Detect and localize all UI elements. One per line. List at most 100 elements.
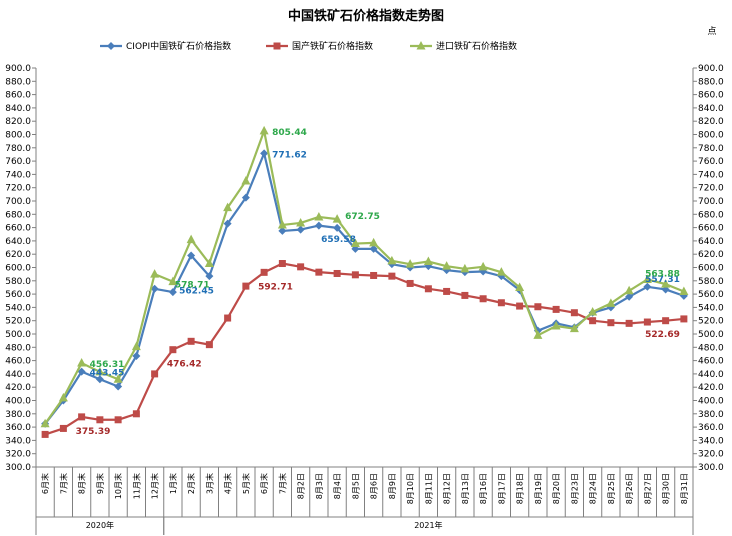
y-tick-label-left: 900.0 xyxy=(5,64,31,74)
series-point xyxy=(132,351,141,360)
data-label: 659.58 xyxy=(321,235,356,245)
series-point xyxy=(443,287,451,295)
series-point xyxy=(114,416,122,424)
data-label: 563.88 xyxy=(645,270,680,280)
legend-item: 进口铁矿石价格指数 xyxy=(410,40,517,52)
year-group-label: 2021年 xyxy=(414,520,442,530)
series-point xyxy=(59,424,67,432)
series-point xyxy=(405,259,415,268)
data-label: 456.31 xyxy=(90,360,125,370)
y-tick-label-right: 760.0 xyxy=(698,157,724,167)
series-point xyxy=(515,282,525,291)
legend-item: CIOPI中国铁矿石价格指数 xyxy=(100,40,231,52)
series-point xyxy=(150,269,160,278)
series-point xyxy=(552,305,560,313)
series-point xyxy=(314,211,324,221)
x-tick-label: 8月25日 xyxy=(607,473,616,504)
series-point xyxy=(41,430,49,438)
y-tick-label-left: 480.0 xyxy=(5,343,31,353)
y-tick-label-left: 380.0 xyxy=(5,410,31,420)
series-point xyxy=(551,321,561,330)
data-label: 592.71 xyxy=(258,282,293,292)
series-point xyxy=(260,149,269,158)
y-tick-label-right: 820.0 xyxy=(698,117,724,127)
series-point xyxy=(606,298,616,307)
series-point xyxy=(168,288,177,297)
x-tick-label: 8月31日 xyxy=(680,473,689,504)
y-tick-label-right: 360.0 xyxy=(698,423,724,433)
series-point xyxy=(478,261,488,271)
x-tick-label: 9月末 xyxy=(95,473,105,494)
series-point xyxy=(589,317,597,325)
unit-label: 点 xyxy=(707,26,716,37)
legend-label: 国产铁矿石价格指数 xyxy=(292,40,373,52)
x-tick-label: 8月6日 xyxy=(370,473,379,499)
y-tick-label-right: 380.0 xyxy=(698,410,724,420)
legend-label: CIOPI中国铁矿石价格指数 xyxy=(126,40,231,52)
series-point xyxy=(95,375,104,384)
series-point xyxy=(679,286,689,296)
series-point xyxy=(223,219,232,228)
x-tick-label: 12月末 xyxy=(150,473,160,499)
series-point xyxy=(624,285,634,295)
y-tick-label-left: 400.0 xyxy=(5,397,31,407)
series-point xyxy=(242,282,250,290)
y-tick-label-left: 420.0 xyxy=(5,383,31,393)
y-tick-label-right: 720.0 xyxy=(698,184,724,194)
series-point xyxy=(58,392,68,402)
x-tick-label: 8月16日 xyxy=(479,473,488,504)
plot-area: 443.45 562.45 771.62 659.58 557.31 375.39 476.… xyxy=(40,125,689,438)
series-point xyxy=(496,267,506,276)
y-tick-label-left: 740.0 xyxy=(5,170,31,180)
series-point xyxy=(643,318,651,326)
chart-legend: CIOPI中国铁矿石价格指数 国产铁矿石价格指数 进口铁矿石价格指数 xyxy=(100,40,517,52)
y-tick-label-left: 780.0 xyxy=(5,144,31,154)
series-point xyxy=(680,315,688,323)
y-tick-label-left: 720.0 xyxy=(5,184,31,194)
x-tick-label: 8月9日 xyxy=(388,473,397,499)
series-point xyxy=(643,282,652,291)
data-label: 805.44 xyxy=(272,128,307,138)
data-label: 557.31 xyxy=(645,275,680,285)
y-tick-label-right: 660.0 xyxy=(698,224,724,234)
year-group-label: 2020年 xyxy=(86,520,114,530)
y-tick-label-right: 680.0 xyxy=(698,210,724,220)
series-point xyxy=(497,299,505,307)
series-point xyxy=(78,413,86,421)
y-tick-label-left: 360.0 xyxy=(5,423,31,433)
y-tick-label-right: 460.0 xyxy=(698,357,724,367)
data-label: 672.75 xyxy=(345,212,380,222)
y-tick-label-right: 440.0 xyxy=(698,370,724,380)
data-label: 522.69 xyxy=(645,330,680,340)
series-point xyxy=(224,314,232,322)
x-tick-label: 8月20日 xyxy=(552,473,561,504)
legend-item: 国产铁矿石价格指数 xyxy=(266,40,373,52)
series-point xyxy=(369,237,379,247)
legend-marker xyxy=(107,42,115,50)
x-tick-label: 8月末 xyxy=(77,473,87,494)
y-tick-label-left: 640.0 xyxy=(5,237,31,247)
y-tick-label-right: 700.0 xyxy=(698,197,724,207)
series-line xyxy=(44,262,684,436)
series-point xyxy=(406,279,414,287)
legend-marker xyxy=(416,41,426,50)
y-tick-label-left: 880.0 xyxy=(5,77,31,87)
series-point xyxy=(569,323,579,333)
y-tick-label-right: 640.0 xyxy=(698,237,724,247)
series-point xyxy=(333,223,342,232)
y-tick-label-right: 840.0 xyxy=(698,104,724,114)
x-tick-label: 8月19日 xyxy=(534,473,543,504)
y-tick-label-right: 400.0 xyxy=(698,397,724,407)
x-tick-label: 2月末 xyxy=(186,473,196,494)
y-tick-label-right: 560.0 xyxy=(698,290,724,300)
x-tick-label: 11月末 xyxy=(131,473,141,499)
y-tick-label-right: 500.0 xyxy=(698,330,724,340)
series-point xyxy=(315,268,323,276)
series-point xyxy=(96,416,104,424)
legend-marker xyxy=(273,42,281,50)
series-point xyxy=(570,309,578,317)
x-tick-label: 8月5日 xyxy=(351,473,360,499)
series-point xyxy=(516,302,524,310)
y-tick-label-left: 680.0 xyxy=(5,210,31,220)
y-tick-label-left: 580.0 xyxy=(5,277,31,287)
